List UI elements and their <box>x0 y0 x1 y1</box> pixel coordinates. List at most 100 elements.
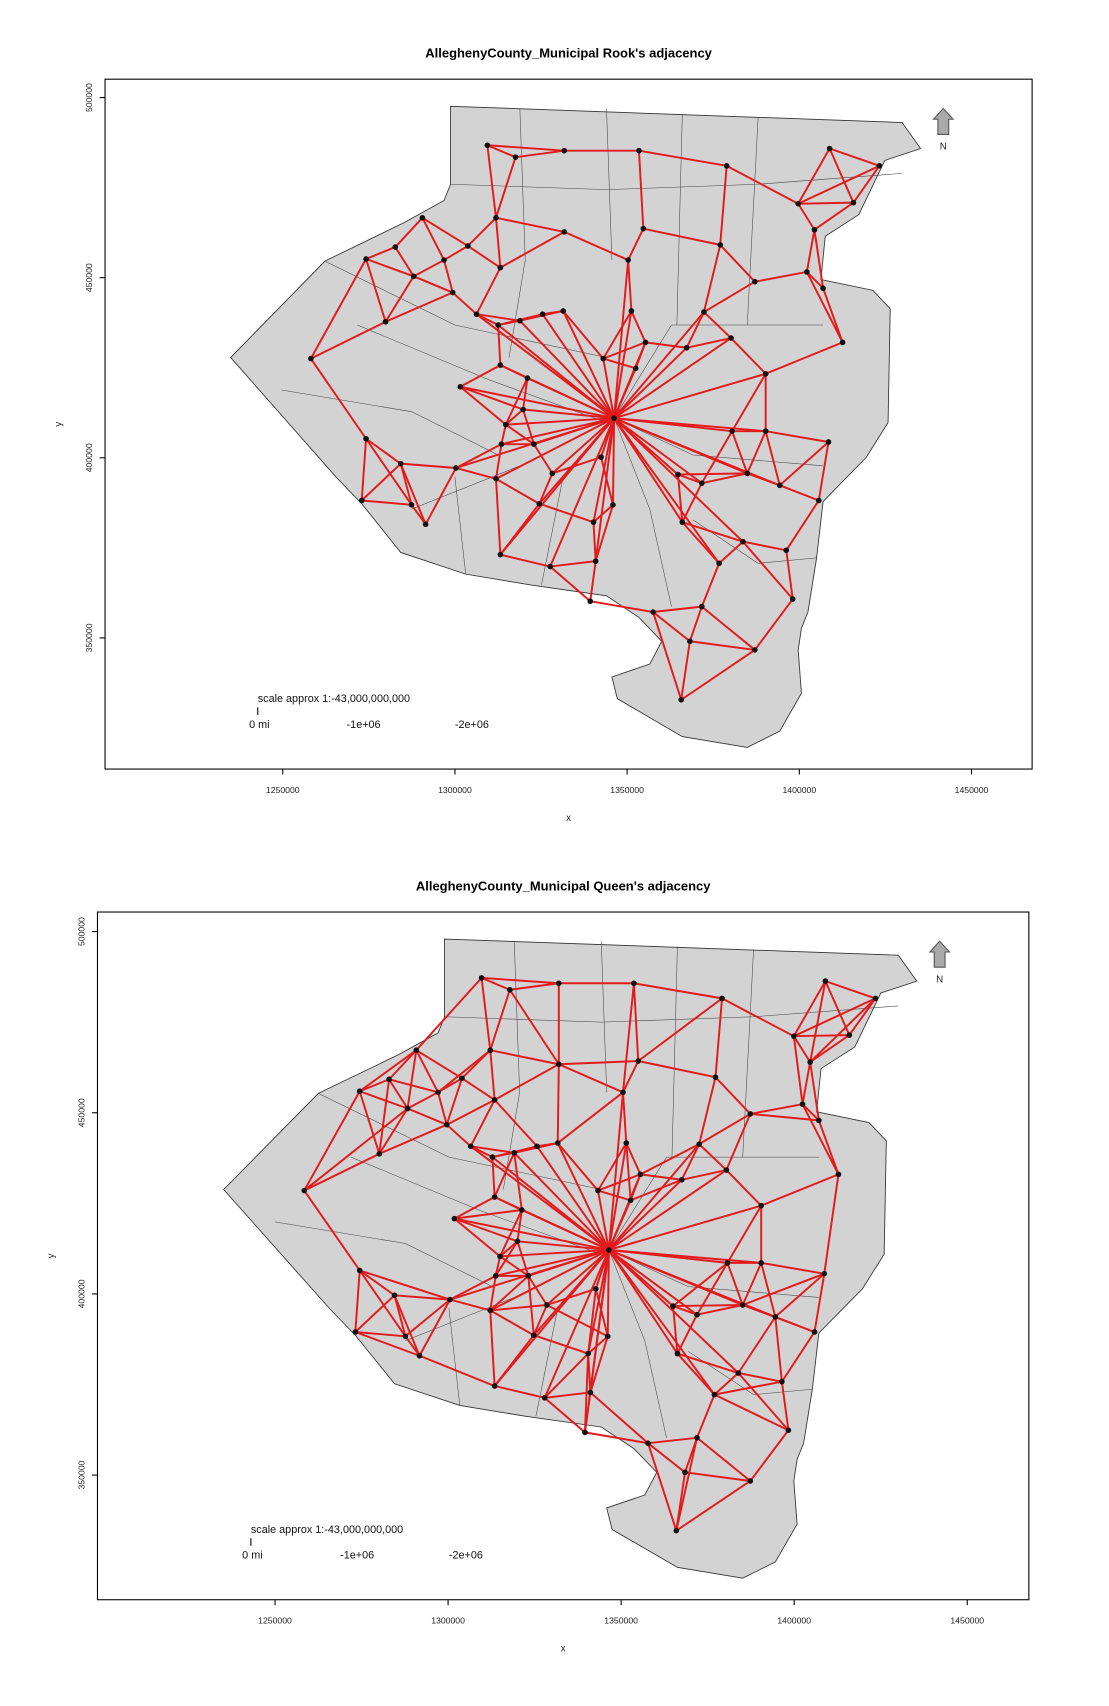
adjacency-edge <box>613 337 732 419</box>
municipality-node <box>512 154 519 160</box>
adjacency-edge <box>546 1249 610 1306</box>
municipality-node <box>595 1187 601 1194</box>
adjacency-edge <box>489 1275 497 1311</box>
adjacency-edge <box>680 649 756 701</box>
municipality-node <box>530 1332 537 1339</box>
municipality-node <box>491 1383 498 1389</box>
adjacency-edge <box>613 341 647 419</box>
municipality-node <box>846 1032 853 1038</box>
municipality-node <box>804 269 810 275</box>
adjacency-edge <box>562 310 615 419</box>
adjacency-edge <box>696 1304 743 1316</box>
adjacency-edge <box>645 341 687 349</box>
municipality-node <box>484 142 491 149</box>
municipality-node <box>363 256 369 262</box>
municipality-node <box>473 311 480 318</box>
adjacency-edge <box>550 560 596 568</box>
adjacency-edge <box>527 1275 548 1306</box>
adjacency-edge <box>407 1091 439 1110</box>
adjacency-edge <box>486 145 497 218</box>
adjacency-edge <box>632 983 640 1062</box>
adjacency-edge <box>454 1217 518 1243</box>
adjacency-edge <box>495 156 517 219</box>
adjacency-edge <box>505 423 535 445</box>
municipality-node <box>674 1350 681 1357</box>
adjacency-edge <box>726 1262 744 1306</box>
municipality-node <box>822 978 829 984</box>
adjacency-edge <box>499 417 615 556</box>
adjacency-edge <box>495 417 615 480</box>
scale-label: scale approx 1:-43,000,000,000 <box>251 1524 403 1536</box>
adjacency-edge <box>549 417 615 567</box>
municipality-node <box>698 480 705 486</box>
adjacency-edge <box>643 227 721 246</box>
municipality-node <box>497 264 504 271</box>
adjacency-edge <box>489 1275 530 1312</box>
adjacency-edge <box>703 244 722 313</box>
x-axis-label: x <box>561 1644 566 1655</box>
municipality-node <box>811 226 818 233</box>
municipality-node <box>876 163 883 169</box>
municipal-border <box>454 476 466 575</box>
adjacency-edge <box>613 417 781 487</box>
adjacency-edge <box>378 1107 409 1155</box>
adjacency-edge <box>513 1152 610 1251</box>
municipality-node <box>687 638 693 645</box>
adjacency-edge <box>608 1179 683 1251</box>
adjacency-edge <box>493 1249 610 1387</box>
adjacency-edge <box>522 377 529 410</box>
adjacency-edge <box>499 1255 529 1277</box>
adjacency-edge <box>606 1249 610 1337</box>
x-tick-label: 1350000 <box>604 1616 638 1626</box>
adjacency-edge <box>500 424 507 445</box>
adjacency-edge <box>797 148 831 205</box>
municipal-border <box>613 417 824 467</box>
adjacency-edge <box>613 311 705 419</box>
adjacency-edge <box>467 245 501 269</box>
municipality-node <box>758 1260 765 1266</box>
adjacency-edge <box>552 456 602 475</box>
adjacency-edge <box>419 1354 495 1387</box>
municipality-node <box>587 1389 594 1396</box>
map-title: AlleghenyCounty_Municipal Queen's adjace… <box>416 878 711 893</box>
adjacency-edge <box>504 377 529 426</box>
municipality-node <box>493 476 499 482</box>
municipality-node <box>825 439 832 445</box>
municipality-node <box>441 257 447 263</box>
adjacency-edge <box>696 1437 751 1482</box>
adjacency-edge <box>499 503 541 556</box>
adjacency-edge <box>489 989 511 1051</box>
municipality-node <box>675 471 681 478</box>
municipality-node <box>636 147 642 154</box>
adjacency-edge <box>481 976 559 985</box>
adjacency-edge <box>461 1077 496 1101</box>
municipality-node <box>491 1097 498 1103</box>
adjacency-edge <box>793 997 876 1038</box>
adjacency-edge <box>813 229 825 289</box>
adjacency-edge <box>730 337 767 375</box>
adjacency-edge <box>385 291 454 323</box>
adjacency-edge <box>489 1310 496 1387</box>
adjacency-edge <box>354 1294 396 1333</box>
municipality-node <box>422 521 429 528</box>
municipal-border <box>676 113 683 326</box>
municipality-node <box>785 1427 792 1434</box>
adjacency-edge <box>516 1209 523 1242</box>
adjacency-edge <box>589 1391 649 1444</box>
municipality-node <box>772 1314 779 1320</box>
municipality-node <box>541 1395 548 1401</box>
adjacency-edge <box>817 1120 840 1175</box>
adjacency-edge <box>625 1142 642 1175</box>
adjacency-edge <box>355 1331 406 1338</box>
adjacency-edge <box>532 1304 548 1336</box>
adjacency-edge <box>499 231 565 269</box>
adjacency-edge <box>774 1272 825 1318</box>
adjacency-edge <box>437 1077 463 1094</box>
adjacency-edge <box>303 1190 361 1272</box>
municipality-node <box>544 1302 550 1308</box>
adjacency-edge <box>460 385 615 420</box>
adjacency-edge <box>681 521 720 564</box>
municipal-border <box>444 1005 899 1023</box>
north-arrow <box>932 107 955 135</box>
adjacency-edge <box>703 311 732 339</box>
